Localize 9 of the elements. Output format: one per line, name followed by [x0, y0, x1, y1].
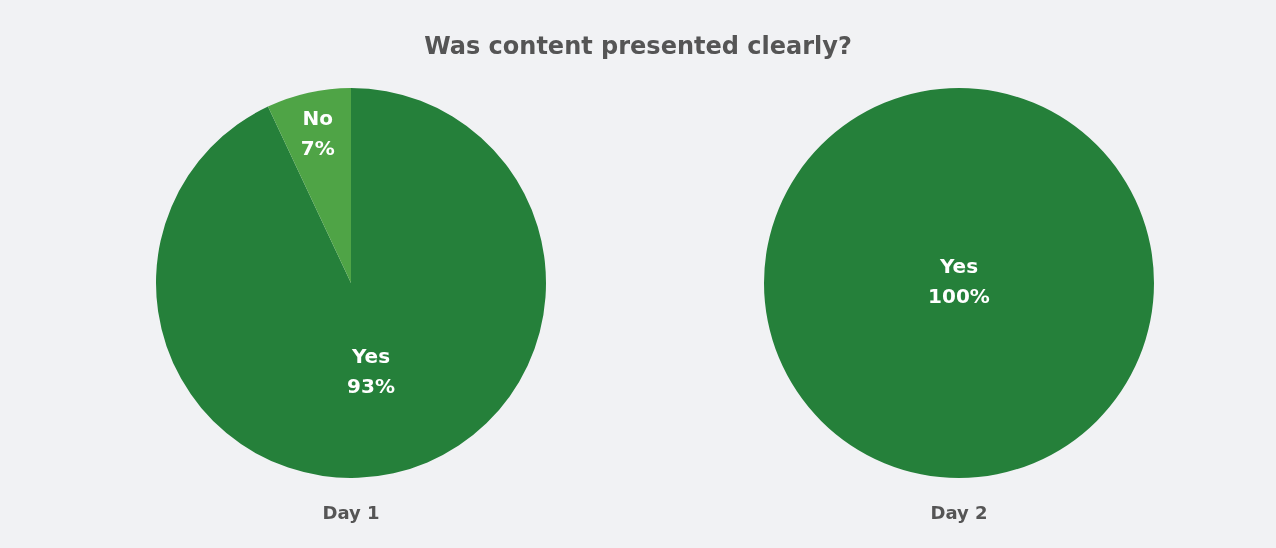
data-label: 93%: [347, 373, 395, 398]
slice-label: No: [302, 105, 334, 130]
slice-label: Yes: [938, 254, 979, 279]
slice-label: Yes: [350, 343, 391, 368]
text: Day 2: [929, 502, 989, 523]
text: Day 1: [321, 502, 381, 523]
text: Was content presented clearly?: [423, 32, 853, 60]
data-label: 100%: [928, 284, 990, 309]
data-label: 7%: [300, 135, 335, 160]
